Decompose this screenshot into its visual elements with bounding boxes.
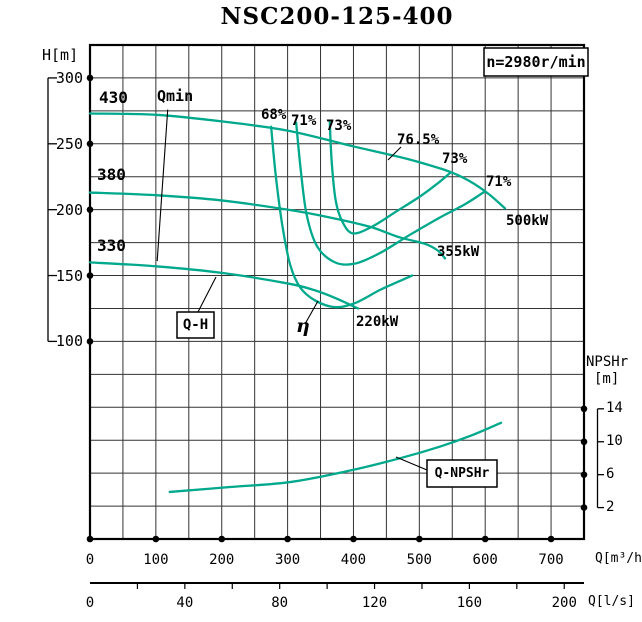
- impeller-430-label: 430: [99, 88, 128, 107]
- h-tick-label: 150: [55, 266, 83, 285]
- h-tick-label: 250: [55, 134, 83, 153]
- npshr-tick-label: 6: [606, 465, 615, 482]
- qh-curve-tag: Q-H: [182, 317, 209, 333]
- q-m3h-tick-label: 700: [538, 552, 564, 568]
- npshr-tick-label: 2: [606, 498, 615, 515]
- h-tick-label: 100: [55, 332, 83, 351]
- q-m3h-tick-label: 600: [472, 552, 498, 568]
- q-ls-axis-label: Q[l/s]: [588, 594, 635, 609]
- q-m3h-tick-label: 0: [85, 552, 95, 568]
- npshr-tick-label: 14: [606, 399, 623, 416]
- impeller-380-label: 380: [97, 165, 126, 184]
- impeller-330-label: 330: [97, 236, 126, 255]
- q-m3h-tick-label: 100: [143, 552, 169, 568]
- q-m3h-tick-label: 300: [274, 552, 301, 568]
- qmin-label: Qmin: [157, 87, 194, 105]
- q-ls-tick-label: 0: [85, 595, 95, 611]
- efficiency-73-right-label: 73%: [442, 151, 468, 167]
- h-tick-label: 300: [55, 68, 83, 87]
- power-500kw-label: 500kW: [506, 213, 549, 229]
- power-355kw-label: 355kW: [437, 244, 480, 260]
- q-m3h-tick-label: 400: [340, 552, 367, 568]
- q-m3h-axis-label: Q[m³/h]: [595, 551, 642, 566]
- efficiency-71-label: 71%: [291, 113, 317, 129]
- power-220kw-label: 220kW: [356, 314, 399, 330]
- q-ls-tick-label: 200: [551, 595, 577, 611]
- q-m3h-tick-label: 200: [209, 552, 235, 568]
- npshr-tick-label: 10: [606, 432, 623, 449]
- q-ls-tick-label: 40: [176, 595, 194, 611]
- q-ls-tick-label: 80: [271, 595, 289, 611]
- qnpshr-curve-tag: Q-NPSHr: [434, 466, 490, 481]
- npshr-axis-label: NPSHr: [586, 354, 629, 370]
- q-m3h-tick-label: 500: [406, 552, 432, 568]
- speed-badge: n=2980r/min: [486, 53, 586, 71]
- q-ls-tick-label: 160: [456, 595, 483, 611]
- eta-symbol: η: [296, 315, 310, 337]
- h-axis-label: H[m]: [42, 46, 79, 64]
- efficiency-765-label: 76.5%: [397, 132, 440, 148]
- efficiency-71-right-label: 71%: [486, 174, 512, 190]
- page-title: NSC200-125-400: [220, 3, 454, 30]
- npshr-axis-unit: [m]: [594, 371, 620, 387]
- h-tick-label: 200: [55, 200, 83, 219]
- q-ls-tick-label: 120: [361, 595, 388, 611]
- efficiency-73-label: 73%: [326, 118, 352, 134]
- efficiency-68-label: 68%: [261, 107, 287, 123]
